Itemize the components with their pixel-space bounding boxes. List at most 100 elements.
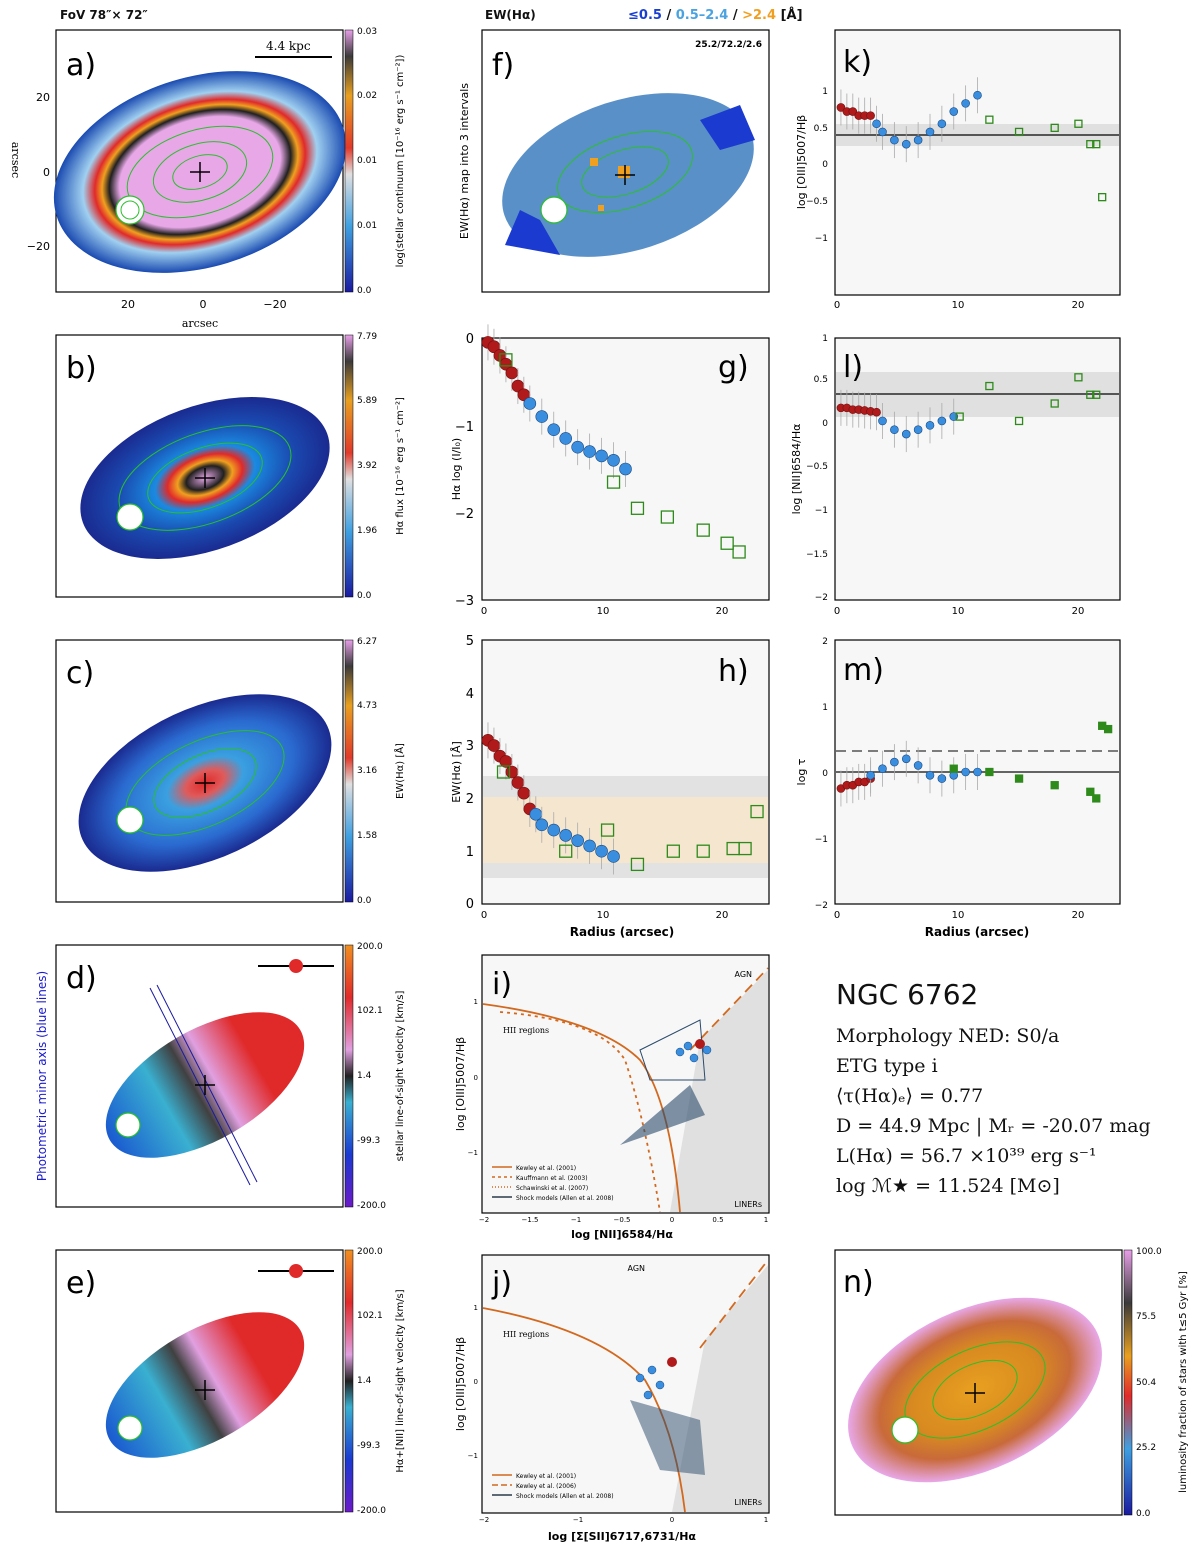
- panel-h-point-green: [666, 844, 680, 858]
- panel-j-xtick-2: 0: [670, 1516, 674, 1524]
- panel-i-ylabel: log [OIII]5007/Hβ: [454, 1037, 467, 1131]
- panel-i-xtick-5: 0.5: [712, 1216, 723, 1224]
- panel-m-ytick-3: −1: [815, 835, 828, 845]
- panel-g-point-blue: [547, 423, 561, 437]
- panel-h-point-blue: [583, 839, 596, 853]
- ew-header-title: EW(Hα): [485, 8, 536, 22]
- panel-e-gas-velocity: e) 200.0 102.1 1.4 -99.3 -200.0 Hα+[NII]…: [55, 1247, 406, 1516]
- panel-l-point-green: [1086, 390, 1095, 399]
- panel-l-nii-halpha: l) 1 0.5 0 −0.5 −1 −1.5 −2 0 10 20 log […: [790, 334, 1121, 617]
- panel-h-ytick-4: 1: [466, 845, 474, 860]
- panel-m-xtick-2: 20: [1072, 910, 1085, 921]
- panel-l-ytick-1: 0.5: [814, 375, 828, 385]
- panel-i-region-agn: AGN: [734, 970, 752, 979]
- ew-bins-legend: ≤0.5 / 0.5–2.4 / >2.4 [Å]: [628, 8, 803, 23]
- panel-i-label: i): [492, 967, 512, 1002]
- panel-h-point-blue: [571, 834, 584, 847]
- panel-a-cbar-tick-0: 0.03: [357, 27, 377, 37]
- panel-f-ylabel: EW(Hα) map into 3 intervals: [458, 83, 471, 239]
- panel-k-point-blue: [901, 139, 911, 149]
- panel-n-cbar-tick-4: 0.0: [1136, 1509, 1151, 1519]
- panel-i-bpt-nii: i) AGN HII regions LINERs Kewley et al. …: [454, 954, 770, 1241]
- panel-i-ytick-0: 1: [474, 998, 478, 1006]
- panel-g-point-green: [696, 523, 710, 537]
- panel-h-ytick-1: 4: [466, 687, 474, 702]
- panel-n-cbar-label: luminosity fraction of stars with t≤5 Gy…: [1178, 1271, 1189, 1493]
- panel-l-xtick-1: 10: [952, 606, 965, 617]
- panel-g-point-blue: [619, 462, 632, 476]
- panel-m-ytick-1: 1: [822, 703, 828, 713]
- panel-a-stellar-continuum: 4.4 kpc a) 20 0 −20 arcsec 20 0 −20 arcs…: [9, 27, 406, 330]
- panel-g-point-blue: [583, 445, 596, 458]
- panel-m-ytick-4: −2: [815, 901, 828, 911]
- panel-m-ytick-2: 0: [822, 769, 828, 779]
- panel-l-xtick-2: 20: [1072, 606, 1085, 617]
- panel-l-point-green: [955, 412, 964, 421]
- panel-d-cbar-tick-0: 200.0: [357, 942, 383, 952]
- panel-l-label: l): [843, 350, 863, 385]
- panel-i-ytick-2: −1: [468, 1149, 478, 1157]
- panel-h-point-green: [559, 844, 573, 858]
- panel-l-point-green: [1050, 399, 1059, 408]
- panel-c-cbar-tick-0: 6.27: [357, 637, 377, 647]
- info-morphology: Morphology NED: S0/a: [836, 1025, 1060, 1047]
- panel-g-point-green: [630, 501, 645, 515]
- panel-h-point-green: [750, 804, 764, 819]
- galaxy-info: NGC 6762 Morphology NED: S0/a ETG type i…: [836, 978, 1176, 1201]
- panel-g-xtick-2: 20: [716, 606, 729, 617]
- panel-i-legend-2: Schawinski et al. (2007): [516, 1185, 588, 1192]
- panel-l-point-green: [1014, 416, 1024, 426]
- panel-j-ytick-1: 0: [474, 1378, 478, 1386]
- panel-k-point-blue: [913, 135, 923, 145]
- panel-e-cbar-tick-0: 200.0: [357, 1247, 383, 1257]
- panel-m-point-blue: [925, 770, 935, 780]
- panel-m-ytick-0: 2: [822, 637, 828, 647]
- panel-h-point-green: [630, 857, 645, 872]
- panel-l-ytick-6: −2: [815, 593, 828, 603]
- panel-j-legend-1: Kewley et al. (2006): [516, 1483, 576, 1490]
- panel-g-point-green: [606, 475, 621, 489]
- panel-n-cbar-tick-2: 50.4: [1136, 1378, 1156, 1388]
- panel-j-ylabel: log [OIII]5007/Hβ: [454, 1337, 467, 1431]
- panel-g-point-red: [505, 366, 519, 380]
- panel-k-point-blue: [961, 99, 970, 108]
- panel-e-cbar-label: Hα+[NII] line-of-sight velocity [km/s]: [395, 1289, 406, 1472]
- panel-m-point-blue: [890, 757, 899, 767]
- panel-m-point-green: [1092, 794, 1101, 803]
- panel-m-point-green: [985, 767, 994, 777]
- panel-m-point-green: [949, 764, 958, 773]
- panel-b-cbar-tick-3: 1.96: [357, 526, 377, 536]
- panel-l-ytick-0: 1: [822, 334, 828, 344]
- panel-h-point-green: [696, 844, 710, 858]
- panel-g-ylabel: Hα log (I/I₀): [450, 438, 463, 500]
- info-stellar-mass: log ℳ★ = 11.524 [M⊙]: [836, 1175, 1060, 1197]
- info-tau: ⟨τ(Hα)ₑ⟩ = 0.77: [836, 1085, 984, 1107]
- panel-h-xtick-0: 0: [481, 910, 487, 921]
- panel-i-region-hii: HII regions: [503, 1026, 549, 1035]
- panel-d-cbar-label: stellar line-of-sight velocity [km/s]: [395, 991, 406, 1162]
- panel-l-point-blue: [925, 421, 935, 430]
- panel-g-halpha-profile: g) 0 −1 −2 −3 0 10 20 Hα log (I/I₀): [450, 324, 770, 617]
- panel-g-point-green: [720, 536, 734, 550]
- panel-m-point-green: [1103, 724, 1113, 734]
- panel-g-point-blue: [571, 440, 584, 454]
- panel-n-cbar-tick-1: 75.5: [1136, 1312, 1156, 1322]
- panel-j-region-liner: LINERs: [734, 1498, 762, 1507]
- panel-m-point-blue: [866, 770, 875, 780]
- panel-m-point-green: [1050, 781, 1059, 790]
- panel-i-xtick-1: −1.5: [522, 1216, 539, 1224]
- panel-g-point-blue: [559, 432, 573, 445]
- panel-a-xtick-0: 20: [121, 298, 135, 311]
- panel-l-point-blue: [890, 425, 899, 435]
- panel-k-point-blue: [872, 119, 881, 129]
- panel-h-point-red: [511, 776, 525, 789]
- info-halpha-lum: L(Hα) = 56.7 ×10³⁹ erg s⁻¹: [836, 1145, 1097, 1167]
- panel-g-point-blue: [595, 449, 608, 463]
- panel-k-oiii-hbeta: k) 1 0.5 0 −0.5 −1 0 10 20 log [OIII]500…: [795, 29, 1121, 311]
- panel-d-cbar-tick-1: 102.1: [357, 1006, 383, 1016]
- ew-bin-sep2: /: [728, 8, 743, 23]
- panel-k-xtick-0: 0: [834, 300, 840, 311]
- panel-a-cbar-tick-4: 0.0: [357, 286, 372, 296]
- panel-m-xtick-1: 10: [952, 910, 965, 921]
- panel-m-point-green: [1014, 774, 1024, 783]
